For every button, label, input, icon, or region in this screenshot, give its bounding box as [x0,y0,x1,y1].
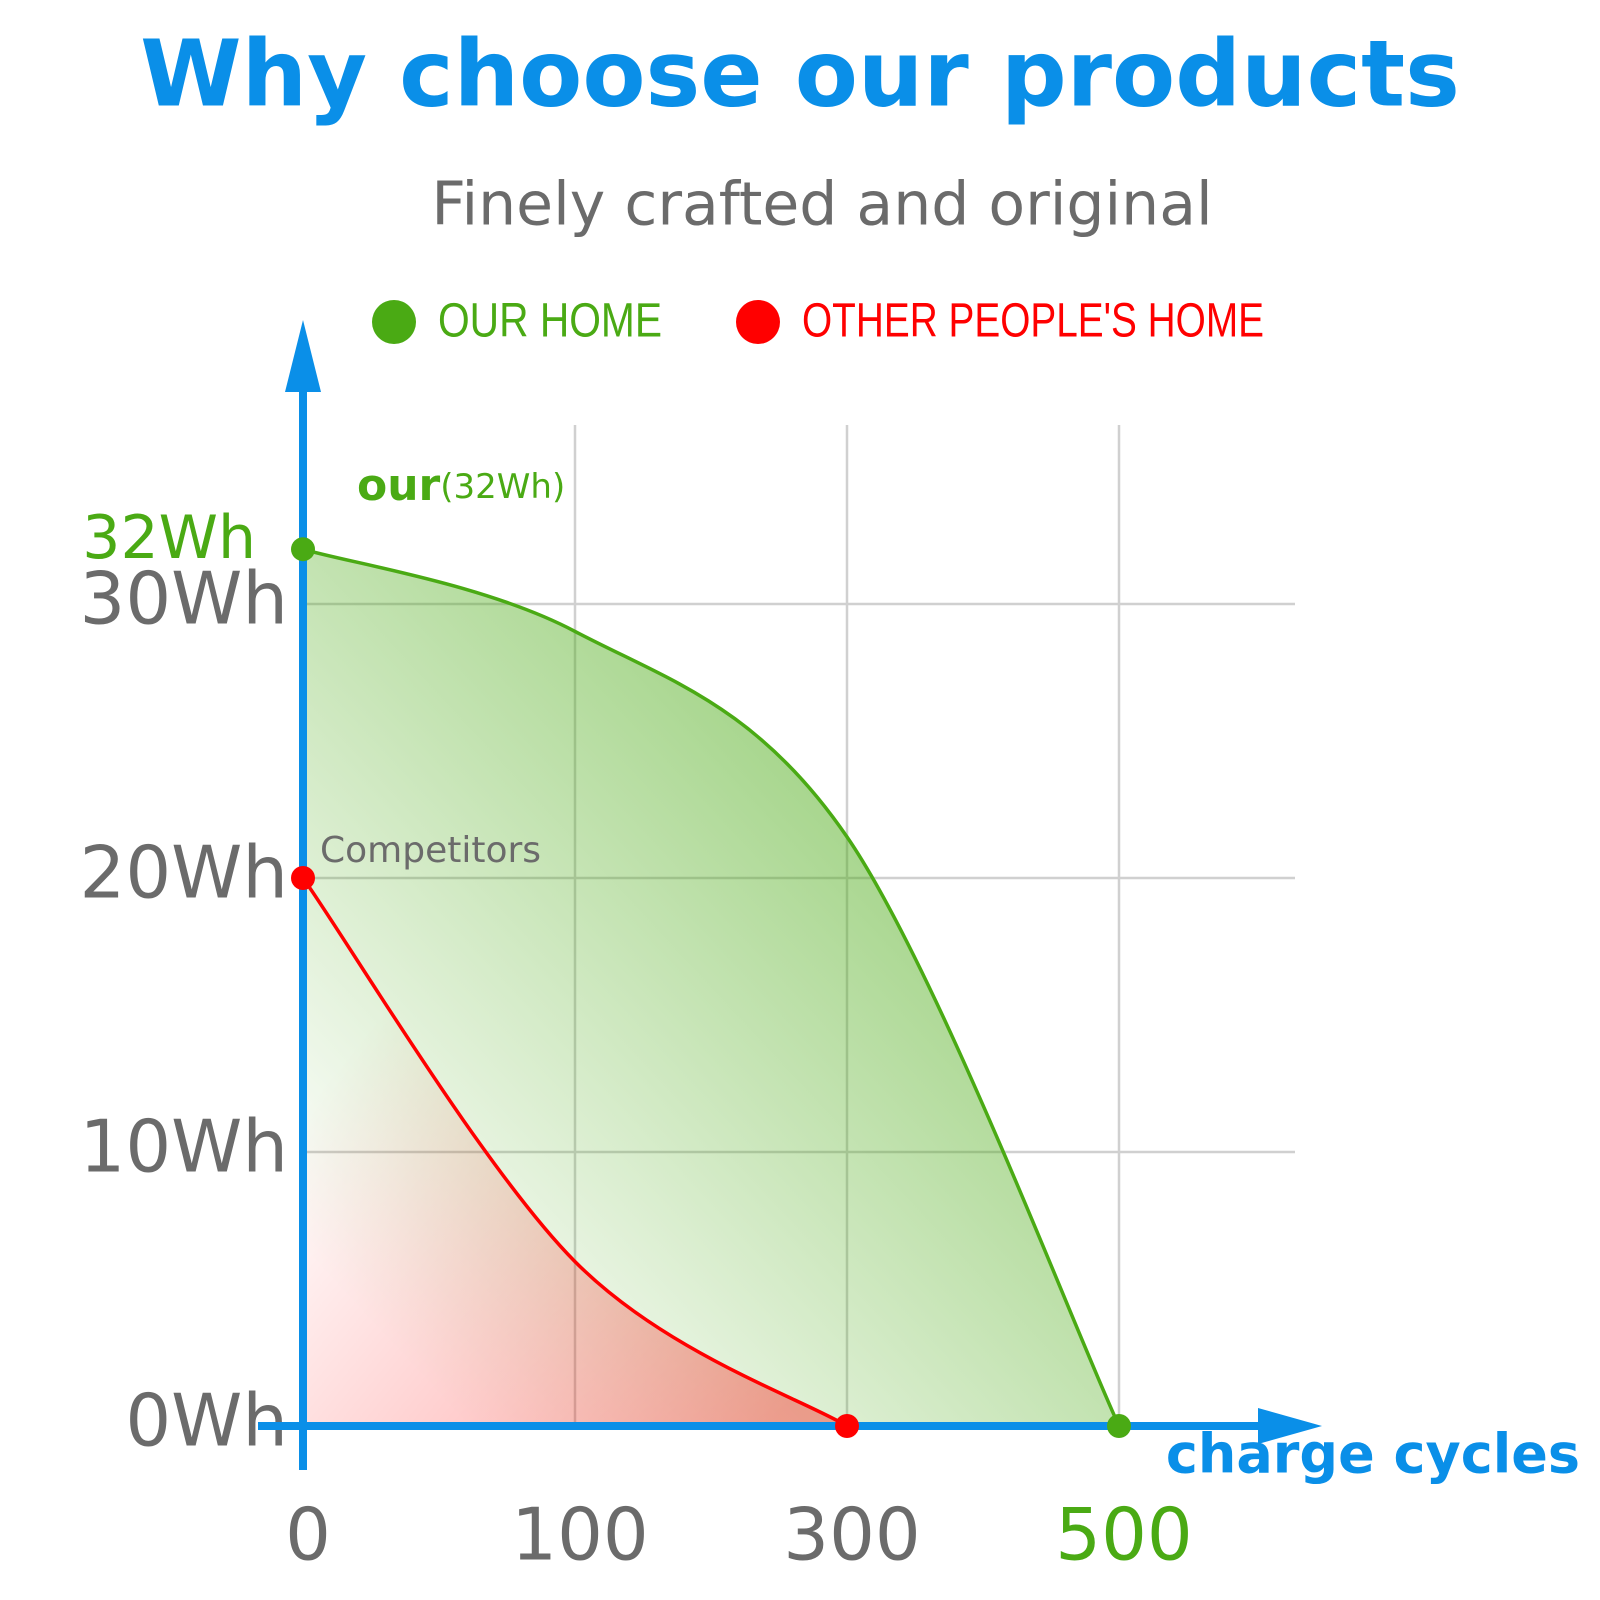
chart-subtitle: Finely crafted and original [431,170,1212,240]
annotation: Competitors [320,830,541,871]
x-tick-label: 100 [511,1493,648,1577]
series-line [302,547,1121,1427]
y-tick-label: 20Wh [80,831,288,915]
annotation: our(32Wh) [357,460,565,511]
y-tick-label: 0Wh [125,1379,288,1463]
data-point [291,537,315,562]
x-tick-label: 0 [285,1493,331,1577]
x-tick-label: 300 [783,1493,920,1577]
y-tick-label: 30Wh [80,557,288,641]
legend-label: OTHER PEOPLE'S HOME [802,295,1264,348]
legend-label: OUR HOME [438,295,662,348]
area-fill [303,878,847,1426]
legend-marker [372,300,416,344]
series-line [301,876,848,1428]
data-point [1107,1414,1131,1438]
annotation-sub: (32Wh) [440,467,565,507]
legend-marker [736,300,780,344]
y-axis-arrow [285,320,321,392]
data-point [835,1414,859,1438]
y-tick-label: 32Wh [82,503,256,573]
chart-title: Why choose our products [140,20,1460,127]
y-tick-label: 10Wh [80,1105,288,1189]
data-point [291,866,315,890]
x-axis-label: charge cycles [1166,1423,1580,1486]
annotation-main: our [357,460,441,511]
x-axis-arrow [1258,1408,1322,1444]
x-tick-label: 500 [1055,1493,1192,1577]
